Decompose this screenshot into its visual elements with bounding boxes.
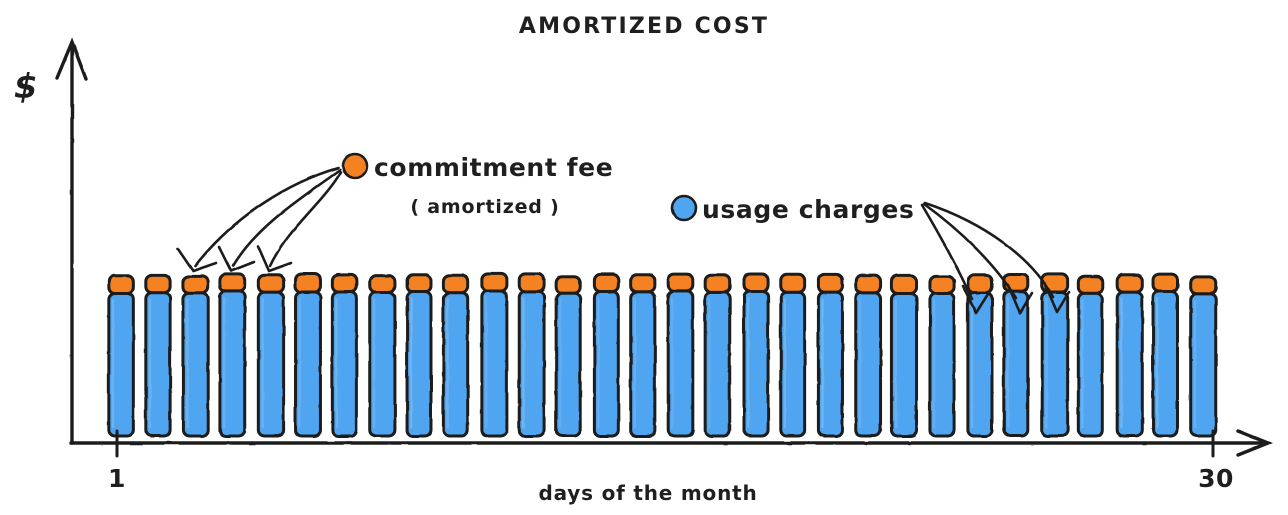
bar-segment-commitment-fee (107, 274, 135, 296)
bar-segment-commitment-fee (779, 272, 807, 294)
bar-highlight (522, 297, 525, 428)
bar-segment-commitment-fee (480, 271, 509, 293)
bar-highlight (597, 297, 600, 428)
bar-segment-commitment-fee (666, 272, 695, 293)
bar-highlight (1120, 298, 1123, 428)
y-axis-arrowhead (55, 37, 88, 81)
x-tick-label-last: 30 (1198, 464, 1234, 493)
bar-highlight (484, 297, 488, 428)
bar-segment-commitment-fee (441, 273, 470, 295)
bar-segment-commitment-fee (405, 273, 433, 294)
usage-arrow-1-head (961, 284, 990, 315)
bar-highlight (821, 298, 824, 428)
bar-highlight (708, 298, 711, 428)
bars-group (107, 271, 1218, 438)
bar-highlight (970, 298, 974, 428)
bar-segment-commitment-fee (854, 273, 883, 294)
bar-highlight (446, 298, 449, 428)
commitment-arrow-3-curve (268, 170, 343, 268)
commitment-fee-callout-arrows (176, 166, 343, 273)
commitment-arrow-1-curve (193, 166, 340, 268)
bar-segment-commitment-fee (889, 273, 919, 295)
bar-segment-commitment-fee (1002, 272, 1030, 293)
bar-segment-commitment-fee (928, 274, 956, 296)
commitment-fee-legend-label: commitment fee (374, 153, 613, 182)
bar-segment-commitment-fee (218, 272, 247, 293)
bar-segment-commitment-fee (592, 272, 620, 294)
bar-highlight (298, 298, 301, 428)
usage-arrow-1-curve (920, 203, 974, 301)
bar-segment-commitment-fee (144, 273, 172, 295)
bar-segment-commitment-fee (816, 272, 844, 294)
commitment-fee-legend-dot (341, 152, 369, 180)
bar-highlight (372, 298, 376, 428)
x-axis-arrowhead (1236, 429, 1273, 457)
commitment-arrow-2-curve (231, 168, 342, 268)
bar-segment-commitment-fee (1151, 272, 1180, 293)
bar-segment-commitment-fee (1115, 273, 1144, 294)
bar-highlight (1155, 297, 1159, 428)
bar-highlight (185, 298, 189, 428)
commitment-arrow-2-head (217, 245, 256, 273)
bar-highlight (559, 299, 562, 428)
bar-highlight (222, 296, 226, 428)
bar-segment-commitment-fee (1189, 275, 1218, 296)
bar-segment-commitment-fee (368, 274, 397, 294)
bar-highlight (1006, 297, 1010, 428)
bar-highlight (1193, 299, 1197, 428)
bar-segment-commitment-fee (294, 272, 322, 294)
bar-highlight (746, 296, 750, 428)
bar-highlight (1081, 299, 1084, 428)
usage-charges-legend-label: usage charges (702, 195, 914, 224)
bar-highlight (261, 298, 264, 428)
usage-charges-callout-arrows (920, 201, 1071, 315)
usage-arrow-2-head (1006, 283, 1034, 315)
bar-highlight (335, 298, 338, 428)
x-axis-label: days of the month (538, 481, 757, 505)
bar-highlight (932, 299, 936, 428)
bar-highlight (858, 298, 862, 428)
commitment-arrow-1-head (176, 247, 218, 273)
chart-title: AMORTIZED COST (519, 14, 769, 39)
usage-arrow-3-head (1043, 282, 1071, 314)
bar-highlight (409, 298, 413, 428)
bar-segment-commitment-fee (517, 272, 546, 293)
bar-highlight (894, 299, 897, 428)
bar-highlight (633, 297, 637, 428)
bar-segment-commitment-fee (181, 274, 210, 295)
commitment-arrow-3-head (256, 244, 293, 273)
commitment-fee-legend-sublabel: ( amortized ) (410, 196, 559, 218)
bar-segment-commitment-fee (256, 273, 286, 294)
bar-segment-commitment-fee (703, 273, 732, 294)
bar-segment-commitment-fee (330, 273, 358, 294)
bar-segment-commitment-fee (966, 273, 994, 295)
bar-segment-commitment-fee (1076, 274, 1104, 295)
usage-charges-legend-dot (670, 194, 698, 222)
bar-highlight (148, 298, 152, 428)
bar-segment-commitment-fee (554, 275, 582, 295)
bar-highlight (671, 296, 674, 428)
bar-highlight (111, 299, 115, 428)
axes-group (55, 37, 1273, 458)
y-axis-label: $ (14, 67, 38, 107)
bar-highlight (783, 298, 787, 428)
bar-highlight (1045, 298, 1048, 428)
x-tick-label-first: 1 (108, 464, 126, 493)
bar-segment-commitment-fee (629, 273, 657, 294)
bar-segment-commitment-fee (742, 272, 770, 293)
